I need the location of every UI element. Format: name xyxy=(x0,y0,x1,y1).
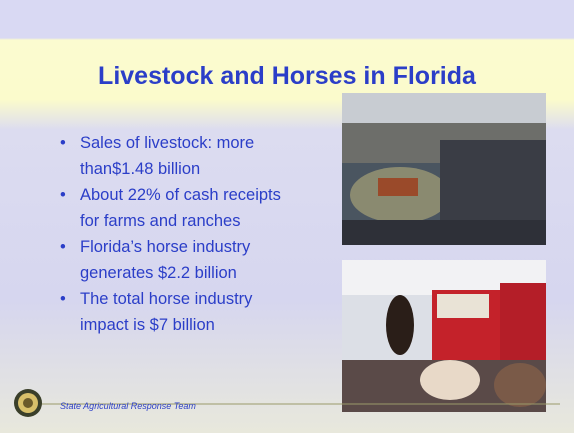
slide: Livestock and Horses in Florida Sales of… xyxy=(0,0,574,433)
decor xyxy=(0,0,574,433)
logo xyxy=(14,389,42,417)
photo-horse-sale xyxy=(342,260,546,412)
footer-text: State Agricultural Response Team xyxy=(60,401,196,411)
photo-auction xyxy=(342,93,546,245)
